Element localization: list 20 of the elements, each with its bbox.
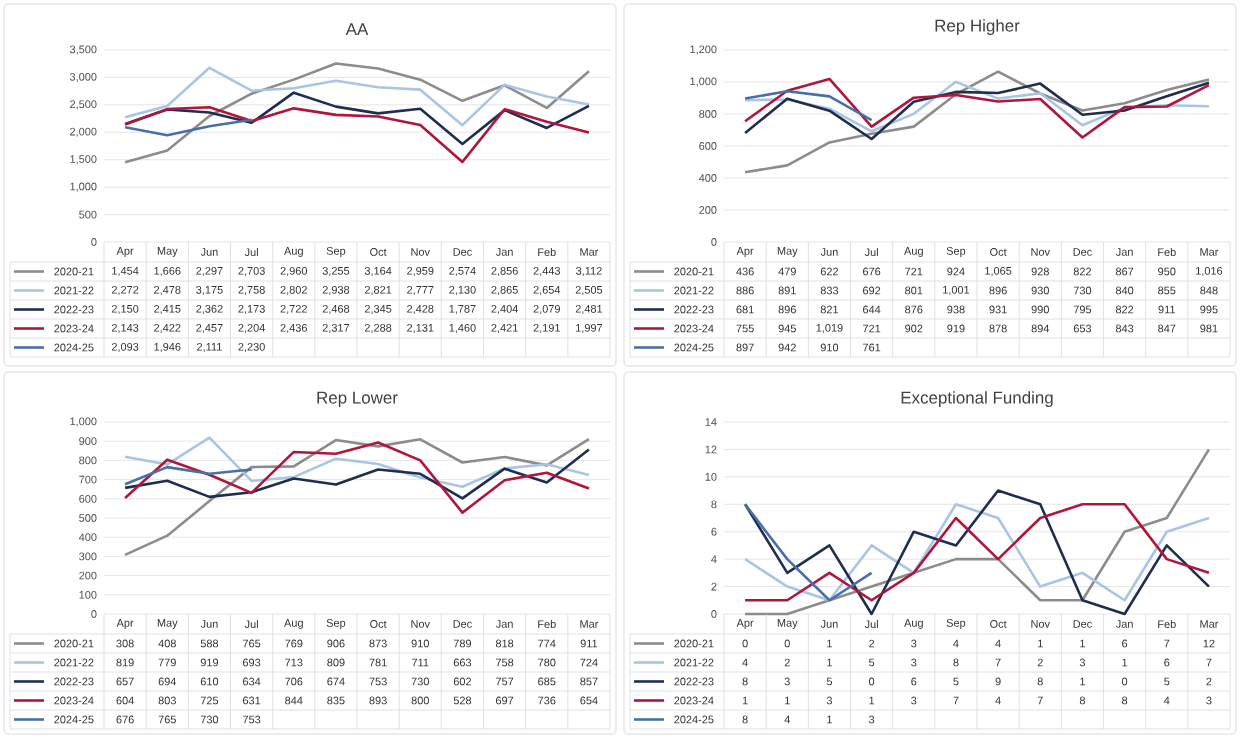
line-series xyxy=(123,436,591,488)
line-series xyxy=(743,502,1211,602)
line-series xyxy=(743,70,1211,174)
line-series xyxy=(123,66,591,127)
line-series xyxy=(123,118,253,137)
line-series xyxy=(123,437,591,557)
line-series xyxy=(743,448,1211,616)
line-series xyxy=(123,465,253,486)
chart-title: Rep Higher xyxy=(935,19,1020,35)
chart-title: Exceptional Funding xyxy=(901,391,1053,407)
line-series xyxy=(743,502,873,602)
chart-title: Rep Lower xyxy=(317,391,398,407)
line-series xyxy=(123,62,591,164)
line-series xyxy=(123,448,591,500)
line-series xyxy=(123,91,591,146)
line-series xyxy=(743,489,1211,616)
chart-title: AA xyxy=(345,23,369,35)
line-series xyxy=(123,441,591,514)
line-series xyxy=(123,105,591,164)
line-series xyxy=(743,89,873,122)
